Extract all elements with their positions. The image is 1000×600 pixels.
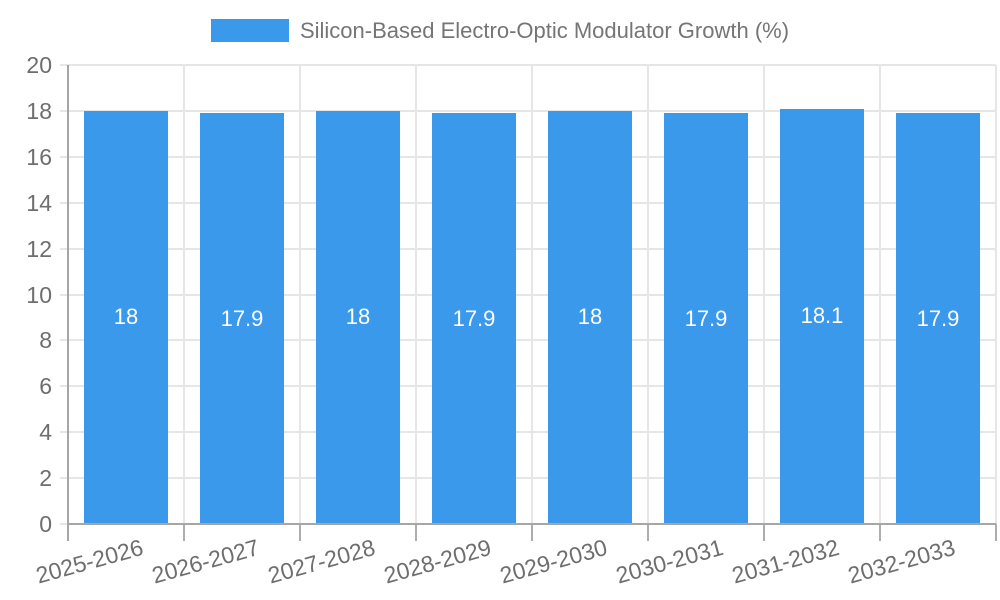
y-gridline — [60, 247, 996, 250]
x-axis-tick — [67, 524, 69, 541]
x-gridline — [415, 65, 417, 524]
x-gridline — [879, 65, 881, 524]
bar-value-label: 17.9 — [452, 305, 496, 331]
x-axis-tick — [647, 524, 649, 541]
x-axis-tick-label: 2032-2033 — [845, 534, 958, 589]
x-gridline — [299, 65, 301, 524]
bar[interactable] — [432, 113, 516, 524]
bar[interactable] — [896, 113, 980, 524]
bar-value-label: 18.1 — [800, 303, 844, 329]
bar-value-label: 17.9 — [684, 305, 728, 331]
bar-value-label: 17.9 — [220, 305, 264, 331]
x-axis-tick-label: 2026-2027 — [149, 534, 262, 589]
y-axis-tick-label: 16 — [26, 143, 52, 170]
x-gridline — [647, 65, 649, 524]
x-axis-tick-label: 2025-2026 — [33, 534, 146, 589]
x-axis-tick — [995, 524, 997, 541]
x-axis-tick — [183, 524, 185, 541]
bar-value-label: 18 — [345, 304, 371, 330]
y-axis-tick-label: 20 — [26, 52, 52, 78]
y-gridline — [60, 64, 996, 66]
legend-label: Silicon-Based Electro-Optic Modulator Gr… — [299, 18, 790, 43]
y-axis-tick-label: 2 — [39, 465, 52, 492]
bar[interactable] — [316, 110, 400, 524]
y-axis-tick-label: 10 — [26, 281, 52, 308]
bar[interactable] — [200, 113, 284, 524]
x-axis-line — [67, 523, 996, 525]
x-axis-tick-label: 2030-2031 — [613, 534, 726, 589]
y-gridline — [60, 385, 996, 388]
bar-value-label: 18 — [577, 304, 603, 330]
x-axis-tick — [415, 524, 417, 541]
bar-value-label: 17.9 — [916, 305, 960, 331]
x-axis-tick — [763, 524, 765, 541]
x-axis-tick-label: 2027-2028 — [265, 534, 378, 589]
x-gridline — [531, 65, 533, 524]
y-gridline — [60, 293, 996, 296]
y-gridline — [60, 477, 996, 480]
y-axis-tick-label: 6 — [39, 373, 52, 400]
y-gridline — [60, 339, 996, 342]
x-axis-tick — [531, 524, 533, 541]
bar[interactable] — [84, 110, 168, 524]
bar[interactable] — [548, 110, 632, 524]
y-axis-tick-label: 0 — [39, 511, 52, 537]
bar[interactable] — [664, 113, 748, 524]
bar-value-label: 18 — [113, 304, 139, 330]
y-axis-tick-label: 8 — [39, 327, 52, 354]
x-gridline — [995, 65, 997, 524]
y-axis-tick-label: 14 — [26, 189, 52, 216]
legend-swatch — [210, 19, 289, 42]
x-gridline — [183, 65, 185, 524]
y-gridline — [60, 155, 996, 158]
y-axis-line — [67, 65, 69, 524]
x-axis-tick-label: 2031-2032 — [729, 534, 842, 589]
y-gridline — [60, 201, 996, 204]
y-axis-tick-label: 18 — [26, 97, 52, 124]
x-axis-tick — [879, 524, 881, 541]
x-axis-tick-label: 2028-2029 — [381, 534, 494, 589]
x-axis-tick — [299, 524, 301, 541]
y-gridline — [60, 431, 996, 434]
y-axis-tick-label: 4 — [39, 419, 52, 446]
bar[interactable] — [780, 108, 864, 524]
y-gridline — [60, 109, 996, 112]
chart-legend[interactable]: Silicon-Based Electro-Optic Modulator Gr… — [0, 19, 1000, 42]
x-gridline — [763, 65, 765, 524]
y-axis-tick-label: 12 — [26, 235, 52, 262]
x-axis-tick-label: 2029-2030 — [497, 534, 610, 589]
